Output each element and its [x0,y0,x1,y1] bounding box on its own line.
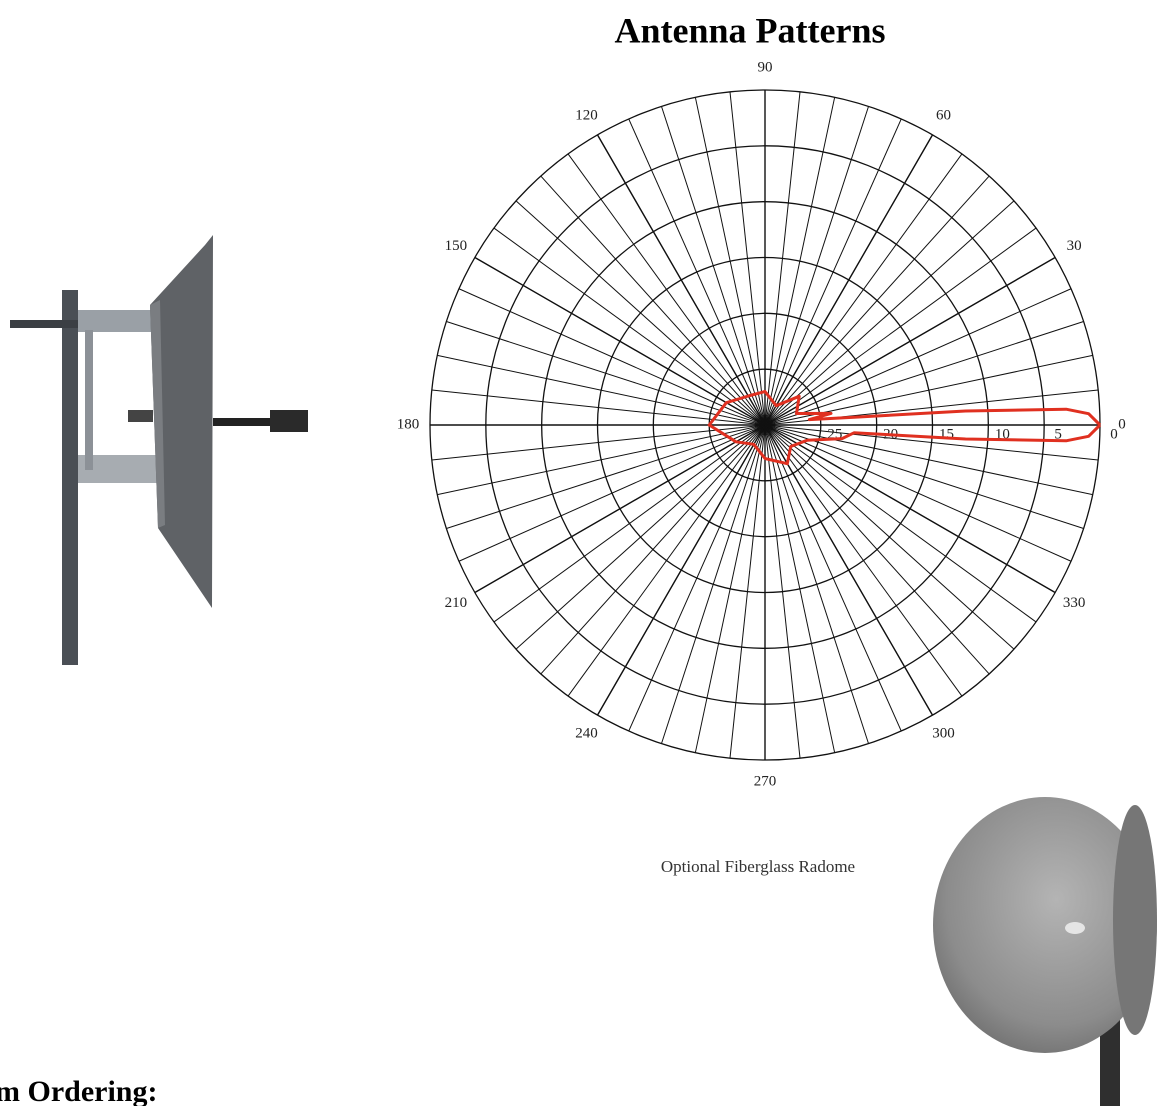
theta-tick-label: 300 [932,726,955,742]
theta-grid-line [765,135,933,425]
theta-tick-label: 30 [1067,238,1082,254]
theta-tick-label: 120 [575,107,598,123]
title: Antenna Patterns [615,10,886,50]
theta-grid-line [475,258,765,426]
theta-tick-label: 90 [758,59,773,75]
theta-tick-label: 150 [445,238,468,254]
page: {"header": {"title": "Antenna Patterns"}… [0,0,1165,1106]
theta-grid-line [765,425,1055,593]
theta-tick-label: 330 [1063,595,1086,611]
theta-grid-line [598,135,766,425]
caption: Optional Fiberglass Radome [661,857,855,876]
page-canvas: Antenna Patterns 05101520250306090120150… [0,0,1165,1106]
theta-grid-line [475,425,765,593]
body: Antenna Patterns 05101520250306090120150… [0,0,1165,1106]
antenna-image [10,235,308,665]
theta-tick-label: 0 [1118,416,1126,432]
theta-tick-label: 180 [397,416,420,432]
theta-tick-label: 60 [936,107,951,123]
polar-chart: 0510152025030609012015018021024027030033… [397,59,1126,789]
r-tick-label: 15 [939,426,954,442]
theta-tick-label: 270 [754,773,777,789]
theta-tick-label: 210 [445,595,468,611]
radome-image [933,797,1157,1106]
section-heading: m Ordering: [0,1075,157,1106]
theta-grid-line [598,425,766,715]
theta-tick-label: 240 [575,726,598,742]
theta-grid-line [765,258,1055,426]
r-tick-label: 0 [1110,426,1118,442]
theta-grid-line [765,425,933,715]
